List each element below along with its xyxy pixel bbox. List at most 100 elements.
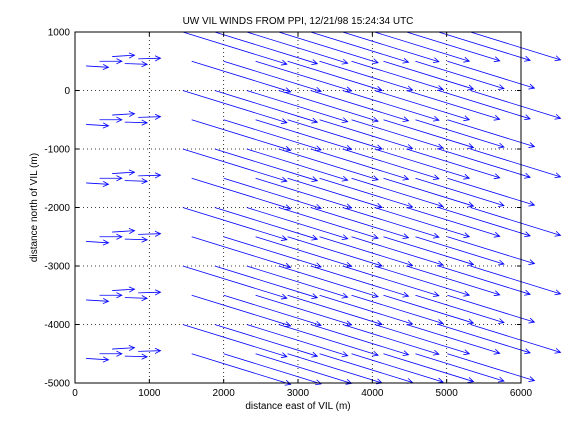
wind-vector-west xyxy=(138,55,162,62)
vector-head xyxy=(116,233,123,240)
vector-head xyxy=(406,202,414,209)
vector-shaft xyxy=(470,324,561,353)
wind-vector-east xyxy=(383,294,475,325)
axis-ticks: 0 1000 2000 3000 4000 5000 6000 -5000 -4000 -3000… xyxy=(44,28,532,400)
vector-head xyxy=(128,286,136,293)
vector-shaft xyxy=(319,353,413,383)
vector-head xyxy=(528,376,536,382)
vector-head xyxy=(497,201,505,207)
vector-shaft xyxy=(447,119,535,148)
wind-vector-east xyxy=(287,119,383,151)
vector-head xyxy=(311,351,319,358)
wind-vector-east xyxy=(223,236,322,269)
wind-vector-east xyxy=(319,60,414,92)
vector-head xyxy=(406,319,414,326)
vector-shaft xyxy=(287,177,383,208)
wind-vector-east xyxy=(470,207,562,237)
vector-shaft xyxy=(406,31,500,62)
vector-shaft xyxy=(438,265,531,295)
wind-vector-east xyxy=(342,207,440,239)
vector-shaft xyxy=(223,294,322,326)
vector-shaft xyxy=(112,288,135,291)
vector-shaft xyxy=(374,148,470,179)
wind-vector-west xyxy=(99,175,123,182)
vector-shaft xyxy=(223,353,322,385)
wind-vector-east xyxy=(342,31,440,64)
vector-shaft xyxy=(470,31,561,61)
vector-head xyxy=(524,348,531,355)
vector-head xyxy=(280,59,288,66)
wind-vector-east xyxy=(351,119,444,150)
vector-head xyxy=(463,173,471,180)
vector-head xyxy=(402,174,410,181)
wind-vector-east xyxy=(246,90,349,124)
vector-head xyxy=(284,87,292,94)
vector-shaft xyxy=(182,31,287,65)
wind-vector-east xyxy=(278,90,379,123)
wind-vector-east xyxy=(310,207,410,240)
vector-shaft xyxy=(191,353,291,385)
vector-head xyxy=(280,176,288,183)
vector-shaft xyxy=(342,148,439,180)
vector-shaft xyxy=(383,294,474,324)
vector-head xyxy=(341,58,349,65)
vector-head xyxy=(524,114,531,121)
wind-vector-east xyxy=(287,294,383,326)
wind-vector-west xyxy=(99,233,123,240)
wind-vector-east xyxy=(255,236,353,268)
wind-vector-west xyxy=(86,64,110,70)
vector-shaft xyxy=(278,207,379,239)
vector-shaft xyxy=(112,54,135,57)
wind-vector-west xyxy=(138,113,162,120)
wind-vector-west xyxy=(86,298,110,304)
wind-vector-east xyxy=(438,148,531,179)
vector-shaft xyxy=(124,63,148,65)
wind-vector-west xyxy=(124,353,149,360)
vector-head xyxy=(141,236,149,243)
vector-head xyxy=(467,201,475,208)
wind-vector-west xyxy=(99,350,123,357)
vector-head xyxy=(116,116,123,123)
vector-shaft xyxy=(255,60,352,92)
vector-head xyxy=(432,115,440,122)
x-tick-label: 0 xyxy=(72,388,78,399)
vector-head xyxy=(311,176,319,182)
vector-shaft xyxy=(138,116,161,118)
grid-lines xyxy=(75,32,521,383)
wind-vector-east xyxy=(415,353,505,383)
vector-head xyxy=(128,52,136,59)
vector-head xyxy=(102,298,110,304)
wind-vector-east xyxy=(319,177,414,209)
vector-shaft xyxy=(278,148,379,181)
wind-vector-east xyxy=(438,207,531,238)
vector-head xyxy=(315,320,322,327)
vector-shaft xyxy=(112,113,135,116)
vector-shaft xyxy=(351,294,444,324)
vector-head xyxy=(154,230,162,237)
vector-shaft xyxy=(191,119,291,151)
x-axis-label: distance east of VIL (m) xyxy=(245,401,350,412)
vector-head xyxy=(554,289,562,296)
vector-head xyxy=(284,204,292,211)
vector-head xyxy=(528,200,536,207)
vector-shaft xyxy=(138,233,161,235)
wind-vector-east xyxy=(191,119,292,152)
wind-vector-east xyxy=(406,90,501,121)
vector-head xyxy=(376,203,383,209)
wind-vector-east xyxy=(447,119,536,148)
vector-shaft xyxy=(246,324,348,357)
vector-head xyxy=(345,320,353,327)
vector-head xyxy=(436,143,444,150)
vector-head xyxy=(280,118,288,124)
vector-head xyxy=(372,350,379,357)
wind-vector-east xyxy=(383,177,475,208)
y-tick-label: 1000 xyxy=(48,28,71,39)
wind-vector-east xyxy=(182,324,288,358)
vector-shaft xyxy=(191,236,291,268)
vector-shaft xyxy=(310,324,409,356)
vector-head xyxy=(493,348,501,355)
vector-shaft xyxy=(112,171,135,174)
vector-head xyxy=(116,175,123,182)
wind-vector-east xyxy=(246,148,349,182)
vector-head xyxy=(524,289,531,296)
